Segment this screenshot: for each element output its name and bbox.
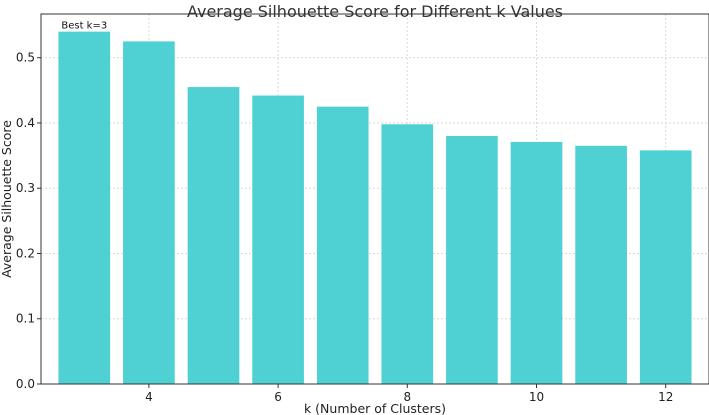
x-tick-label: 6 (274, 390, 282, 404)
bar-k-9 (446, 136, 498, 384)
bar-k-6 (252, 95, 304, 384)
chart-title: Average Silhouette Score for Different k… (187, 2, 563, 21)
x-tick-label: 4 (145, 390, 153, 404)
x-axis-title: k (Number of Clusters) (304, 401, 446, 415)
bar-k-8 (381, 124, 434, 384)
best-k-annotation: Best k=3 (61, 21, 107, 32)
bar-k-10 (510, 141, 563, 384)
y-tick-label: 0.5 (16, 51, 35, 65)
bar-k-5 (187, 87, 240, 384)
y-tick-label: 0.1 (16, 312, 35, 326)
bar-k-12 (639, 150, 692, 384)
plot-frame (40, 13, 709, 385)
y-tick-label: 0.0 (16, 377, 35, 391)
x-tick-label: 12 (658, 390, 673, 404)
x-tick-label: 10 (529, 390, 544, 404)
bars (58, 31, 692, 384)
bar-k-3 (58, 31, 111, 384)
bar-k-4 (123, 41, 175, 384)
bar-k-11 (575, 145, 627, 384)
x-tick-label: 8 (403, 390, 411, 404)
bar-k-7 (316, 106, 369, 384)
y-tick-label: 0.3 (16, 181, 35, 195)
y-tick-label: 0.4 (16, 116, 35, 130)
y-axis-title: Average Silhouette Score (0, 120, 14, 278)
y-tick-label: 0.2 (16, 246, 35, 260)
axis-ticks: 4 6 8 10 12 0.0 0.1 0.2 0.3 0.4 0.5 (16, 51, 673, 404)
